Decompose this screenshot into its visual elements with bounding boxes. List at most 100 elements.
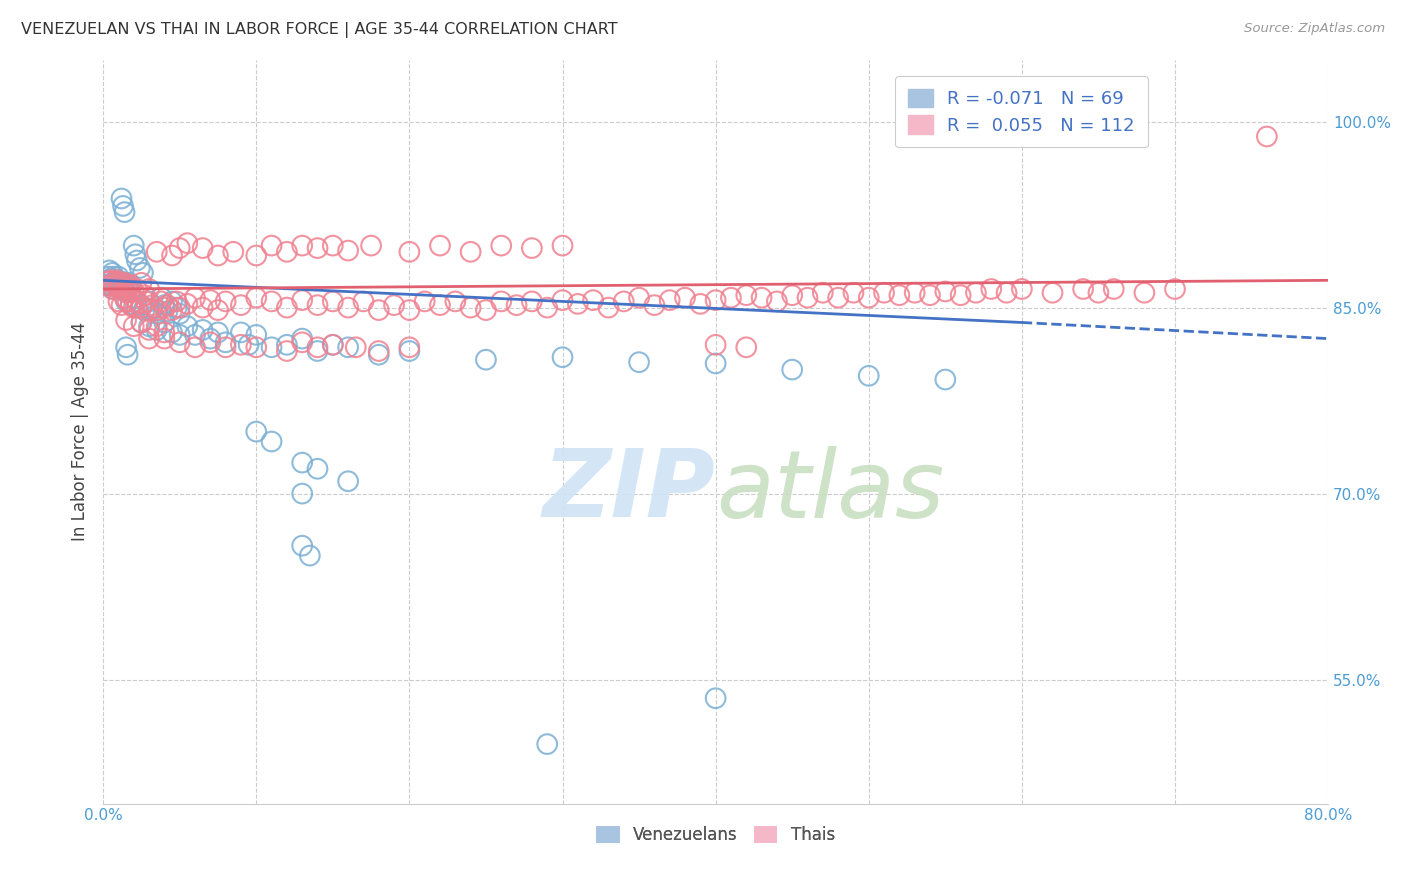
Point — [200, 293, 222, 308]
Point — [98, 269, 121, 284]
Point — [337, 244, 360, 258]
Point — [307, 298, 329, 312]
Point — [124, 247, 146, 261]
Point — [322, 238, 344, 252]
Point — [536, 301, 558, 315]
Point — [104, 278, 127, 293]
Point — [704, 293, 727, 308]
Point — [103, 269, 125, 284]
Point — [1256, 129, 1278, 144]
Point — [918, 288, 941, 302]
Point — [114, 276, 136, 290]
Point — [100, 278, 122, 293]
Point — [491, 238, 513, 252]
Point — [276, 301, 298, 315]
Point — [120, 285, 142, 299]
Point — [115, 294, 138, 309]
Point — [131, 316, 153, 330]
Point — [291, 456, 314, 470]
Point — [160, 294, 183, 309]
Point — [322, 294, 344, 309]
Point — [115, 277, 138, 291]
Point — [166, 294, 188, 309]
Point — [138, 323, 160, 337]
Point — [122, 285, 145, 299]
Point — [105, 276, 128, 290]
Point — [122, 301, 145, 315]
Y-axis label: In Labor Force | Age 35-44: In Labor Force | Age 35-44 — [72, 322, 89, 541]
Point — [153, 316, 176, 330]
Point — [150, 291, 173, 305]
Point — [704, 691, 727, 706]
Point — [398, 344, 420, 359]
Point — [153, 332, 176, 346]
Point — [169, 301, 191, 315]
Point — [138, 319, 160, 334]
Point — [176, 319, 198, 334]
Point — [107, 269, 129, 284]
Point — [117, 279, 139, 293]
Point — [276, 244, 298, 259]
Point — [337, 301, 360, 315]
Point — [122, 319, 145, 334]
Point — [131, 316, 153, 330]
Point — [115, 340, 138, 354]
Point — [337, 340, 360, 354]
Point — [96, 278, 118, 293]
Point — [122, 292, 145, 306]
Point — [145, 319, 167, 334]
Point — [184, 327, 207, 342]
Point — [138, 294, 160, 309]
Point — [107, 278, 129, 293]
Point — [229, 338, 252, 352]
Point — [214, 294, 236, 309]
Point — [260, 294, 283, 309]
Point — [811, 285, 834, 300]
Point — [101, 266, 124, 280]
Point — [120, 297, 142, 311]
Point — [110, 298, 132, 312]
Point — [858, 291, 880, 305]
Point — [1087, 285, 1109, 300]
Point — [460, 244, 482, 259]
Point — [176, 297, 198, 311]
Point — [138, 332, 160, 346]
Point — [114, 291, 136, 305]
Point — [104, 273, 127, 287]
Point — [704, 356, 727, 370]
Point — [751, 291, 773, 305]
Point — [125, 301, 148, 315]
Point — [101, 282, 124, 296]
Point — [245, 425, 267, 439]
Text: VENEZUELAN VS THAI IN LABOR FORCE | AGE 35-44 CORRELATION CHART: VENEZUELAN VS THAI IN LABOR FORCE | AGE … — [21, 22, 617, 38]
Point — [307, 241, 329, 255]
Point — [169, 307, 191, 321]
Point — [141, 298, 163, 312]
Point — [245, 248, 267, 262]
Point — [628, 291, 651, 305]
Point — [97, 273, 120, 287]
Point — [169, 335, 191, 350]
Point — [131, 276, 153, 290]
Point — [98, 263, 121, 277]
Point — [352, 294, 374, 309]
Point — [598, 301, 620, 315]
Point — [169, 241, 191, 255]
Point — [382, 298, 405, 312]
Point — [153, 326, 176, 340]
Point — [934, 285, 956, 299]
Point — [207, 248, 229, 262]
Point — [291, 486, 314, 500]
Point — [505, 298, 527, 312]
Point — [429, 238, 451, 252]
Point — [156, 304, 179, 318]
Point — [191, 323, 214, 337]
Point — [460, 301, 482, 315]
Point — [276, 344, 298, 359]
Point — [114, 283, 136, 297]
Point — [689, 297, 711, 311]
Point — [1133, 285, 1156, 300]
Point — [110, 278, 132, 293]
Point — [245, 340, 267, 354]
Point — [658, 293, 681, 308]
